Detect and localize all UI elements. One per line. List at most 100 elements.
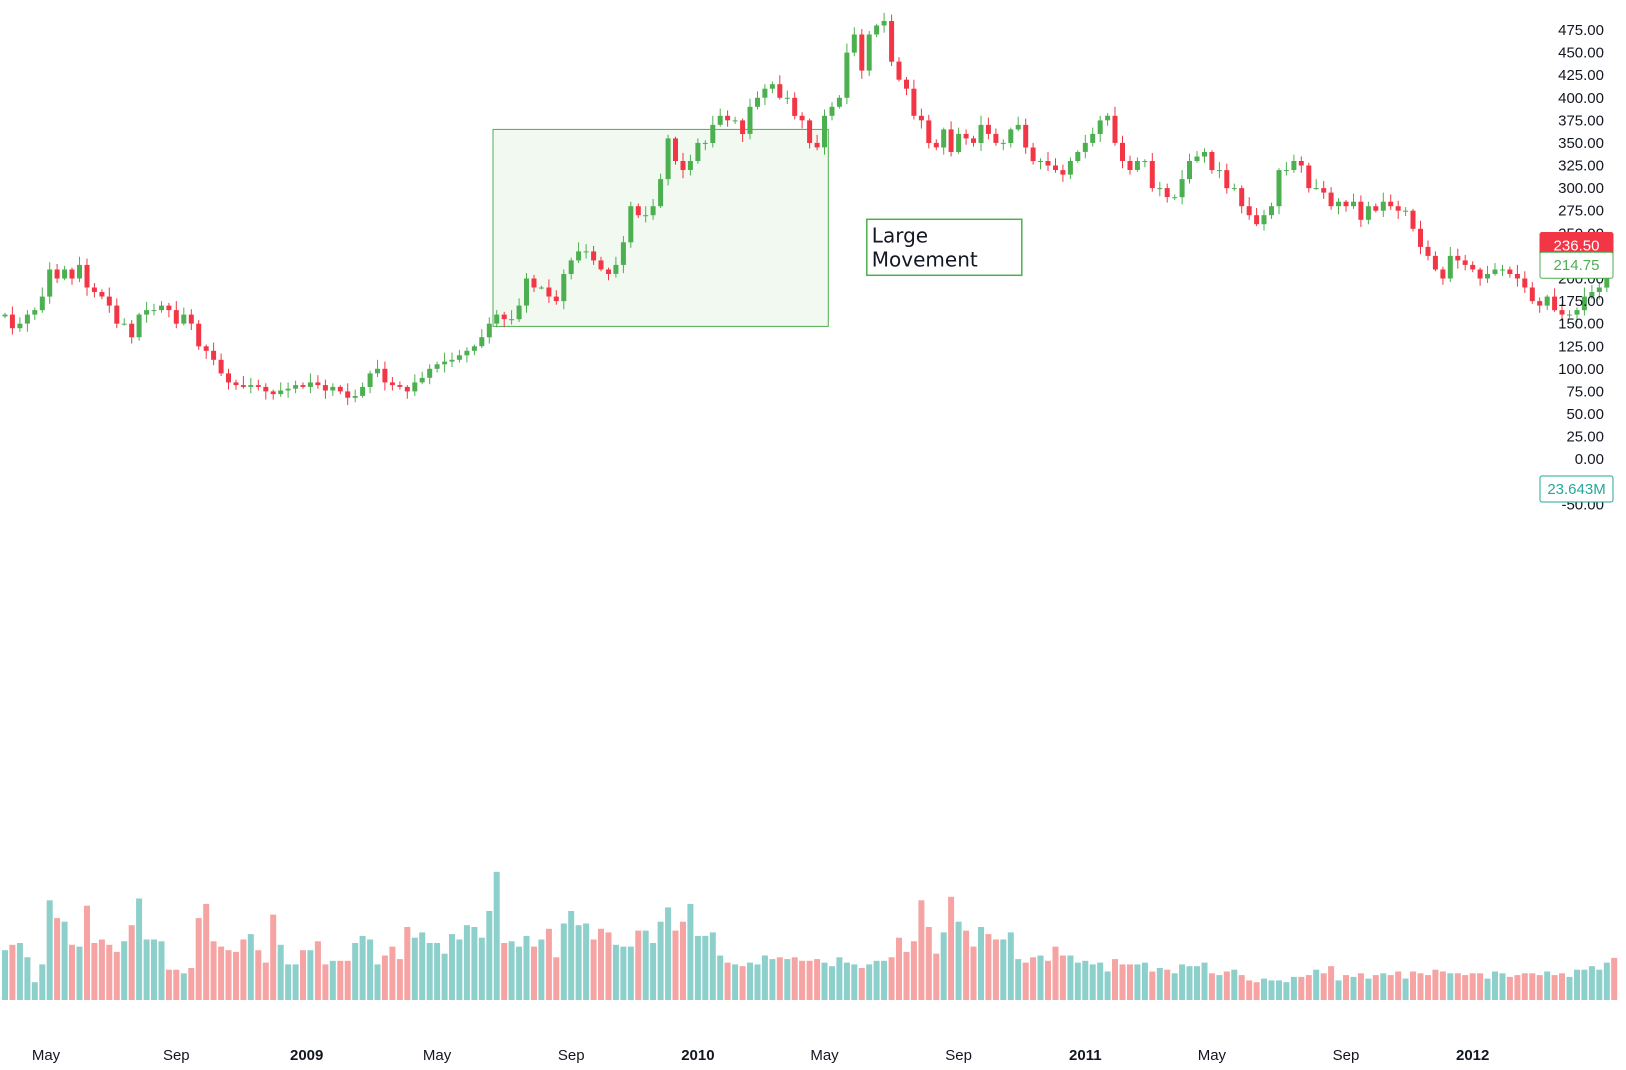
candle-up: [159, 305, 164, 311]
volume-bar: [411, 937, 418, 1000]
candle-down: [673, 138, 678, 161]
volume-bar: [553, 957, 560, 1000]
price-tick-label: 425.00: [1558, 67, 1604, 84]
volume-bar: [1261, 978, 1267, 1000]
volume-bar: [1454, 973, 1461, 1000]
candle-up: [1336, 201, 1341, 207]
volume-bar: [106, 944, 113, 1000]
candle-up: [1231, 188, 1237, 190]
volume-bar: [1529, 973, 1536, 1000]
volume-bar: [814, 959, 821, 1000]
candle-up: [769, 84, 775, 89]
volume-bar: [1194, 966, 1200, 1000]
price-tick-label: 275.00: [1558, 203, 1604, 220]
current-price-tag-text: 214.75: [1554, 257, 1600, 274]
candle-down: [1522, 278, 1528, 288]
volume-bar: [605, 932, 612, 1000]
volume-bar: [970, 946, 977, 1000]
annotation-label-box[interactable]: [866, 218, 1023, 277]
candle-down: [1477, 269, 1483, 279]
volume-bar: [1253, 982, 1260, 1000]
candle-up: [144, 310, 150, 315]
volume-bar: [292, 964, 299, 1000]
volume-bar: [1469, 973, 1476, 1000]
volume-bar: [523, 935, 530, 1000]
volume-bar: [1149, 971, 1156, 1000]
price-tick-label: 450.00: [1558, 45, 1604, 62]
volume-bar: [881, 960, 888, 1000]
volume-bar: [657, 921, 664, 1000]
highlight-rectangle[interactable]: [492, 128, 829, 327]
volume-bar: [568, 911, 575, 1000]
candle-down: [203, 346, 209, 351]
candle-down: [315, 382, 321, 386]
volume-bar: [31, 982, 38, 1000]
candle-up: [1574, 310, 1580, 315]
volume-bar: [1097, 962, 1104, 1000]
volume-bar: [46, 900, 53, 1000]
candle-down: [1060, 170, 1066, 175]
candle-up: [1090, 133, 1096, 143]
candle-up: [1157, 188, 1163, 190]
volume-bar: [165, 969, 172, 1000]
time-tick-label: May: [1198, 1047, 1227, 1064]
candle-down: [397, 385, 403, 387]
volume-bar: [463, 925, 470, 1000]
highlight-layer: [492, 128, 1023, 327]
candle-down: [1425, 246, 1431, 256]
volume-bar: [367, 939, 374, 1000]
volume-bar: [136, 898, 143, 1000]
candle-up: [1105, 115, 1111, 121]
volume-bar: [247, 934, 254, 1000]
candle-down: [1529, 287, 1535, 302]
price-tick-label: 400.00: [1558, 90, 1604, 107]
volume-bar: [39, 964, 46, 1000]
volume-bar: [1156, 968, 1163, 1000]
price-tick-label: 50.00: [1566, 406, 1604, 423]
volume-bar: [963, 930, 970, 1000]
annotation-text-line: Movement: [872, 247, 978, 271]
volume-bar: [635, 930, 642, 1000]
candle-up: [1194, 156, 1200, 161]
time-tick-label: May: [810, 1047, 839, 1064]
candle-up: [1283, 170, 1289, 172]
candle-down: [1224, 170, 1230, 189]
volume-bar: [627, 946, 634, 1000]
candle-down: [1395, 206, 1401, 211]
volume-bar: [337, 960, 344, 1000]
volume-bar: [188, 968, 195, 1000]
volume-bar: [1343, 975, 1349, 1000]
volume-bar: [1022, 962, 1029, 1000]
candle-up: [136, 314, 142, 338]
volume-bar: [277, 944, 284, 1000]
volume-bar: [575, 925, 582, 1000]
candle-down: [1537, 301, 1543, 306]
candle-down: [1164, 188, 1170, 198]
volume-bar: [210, 941, 217, 1000]
volume-bar: [642, 930, 649, 1000]
volume-bar: [314, 941, 321, 1000]
price-axis[interactable]: 475.00 450.00 425.00 400.00 375.00 350.00 325.…: [1558, 22, 1604, 513]
volume-bar: [1335, 980, 1342, 1000]
volume-bar: [352, 943, 359, 1000]
volume-bar: [1290, 976, 1297, 1000]
time-axis[interactable]: May Sep 2009 May Sep 2010 May Sep 2011 May Sep 2012: [32, 1047, 1490, 1064]
volume-bar: [98, 939, 105, 1000]
volume-bar: [687, 903, 694, 1000]
candle-down: [807, 120, 813, 143]
price-tick-label: 475.00: [1558, 22, 1604, 39]
candle-down: [1432, 255, 1438, 270]
candle-down: [9, 314, 15, 329]
candle-up: [464, 350, 470, 356]
volume-bar: [471, 927, 478, 1000]
candle-down: [114, 305, 120, 324]
candle-up: [643, 215, 649, 217]
volume-bar: [1134, 964, 1141, 1000]
volume-bar: [985, 934, 992, 1000]
candle-up: [1485, 274, 1490, 279]
volume-bar: [173, 969, 180, 1000]
candle-down: [173, 310, 179, 324]
volume-bar: [1432, 969, 1439, 1000]
candle-up: [874, 25, 880, 35]
